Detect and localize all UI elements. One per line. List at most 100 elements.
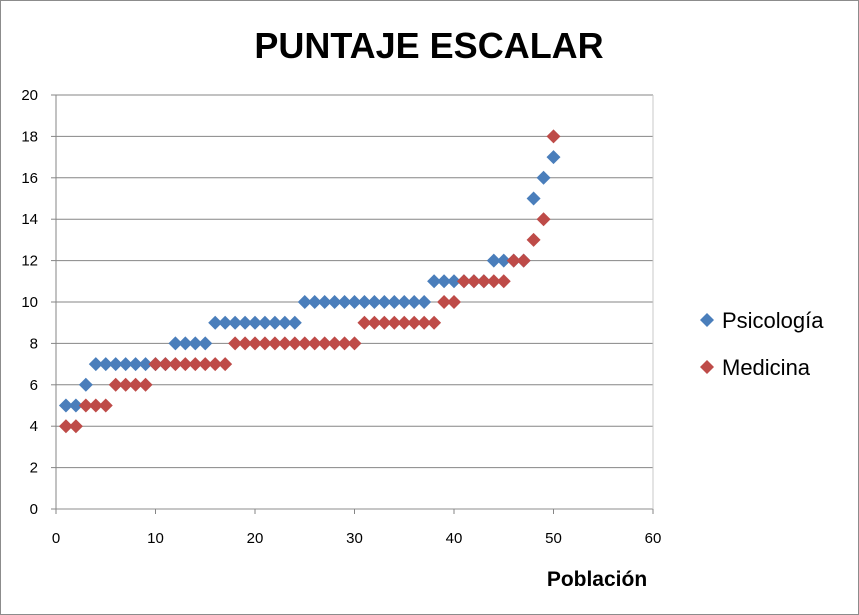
psicologia-point <box>208 315 223 330</box>
medicina-point <box>228 336 243 351</box>
psicologia-point <box>108 357 123 372</box>
psicologia-point <box>496 253 511 268</box>
medicina-point <box>58 419 73 434</box>
legend-label-medicina: Medicina <box>722 355 811 380</box>
medicina-point <box>367 315 382 330</box>
psicologia-point <box>287 315 302 330</box>
medicina-point <box>327 336 342 351</box>
medicina-point <box>248 336 262 351</box>
plot-area: 0 2 4 6 8 10 12 14 16 18 20 0 10 20 30 40 50 60 <box>21 87 661 547</box>
psicologia-point <box>536 170 551 185</box>
medicina-point <box>456 274 471 289</box>
medicina-point <box>536 212 551 227</box>
medicina-point <box>98 398 113 413</box>
psicologia-point <box>427 274 442 289</box>
psicologia-point <box>168 336 183 351</box>
y-tick-label: 2 <box>30 460 38 477</box>
x-tick-label: 0 <box>52 530 60 547</box>
legend-marker-psicologia <box>700 313 714 327</box>
medicina-point <box>516 253 531 268</box>
medicina-point <box>188 357 203 372</box>
medicina-point <box>377 315 392 330</box>
psicologia-point <box>58 398 73 413</box>
medicina-point <box>178 357 193 372</box>
medicina-point <box>387 315 402 330</box>
medicina-point <box>208 357 223 372</box>
legend-marker-medicina <box>700 360 714 374</box>
medicina-point <box>526 232 541 247</box>
psicologia-point <box>277 315 292 330</box>
medicina-point <box>417 315 432 330</box>
psicologia-point <box>128 357 143 372</box>
medicina-point <box>357 315 372 330</box>
legend: Psicología Medicina <box>700 308 824 380</box>
medicina-point <box>148 357 163 372</box>
psicologia-point <box>526 191 541 206</box>
y-tick-label: 0 <box>30 501 38 518</box>
x-tick-label: 20 <box>247 530 264 547</box>
medicina-point <box>496 274 511 289</box>
psicologia-point <box>218 315 233 330</box>
psicologia-point <box>198 336 213 351</box>
medicina-point <box>437 295 452 309</box>
x-tick-label: 10 <box>147 530 164 547</box>
medicina-point <box>267 336 282 351</box>
medicina-point <box>337 336 352 351</box>
chart-title: PUNTAJE ESCALAR <box>254 25 603 66</box>
psicologia-point <box>257 315 272 330</box>
psicologia-point <box>307 295 322 309</box>
psicologia-point <box>118 357 133 372</box>
medicina-point <box>297 336 312 351</box>
medicina-point <box>88 398 103 413</box>
y-tick-label: 6 <box>30 377 38 394</box>
psicologia-point <box>347 295 362 309</box>
medicina-point <box>427 315 442 330</box>
medicina-point <box>397 315 412 330</box>
psicologia-point <box>88 357 103 372</box>
medicina-point <box>466 274 481 289</box>
psicologia-point <box>357 295 372 309</box>
medicina-point <box>128 377 143 392</box>
medicina-point <box>238 336 253 351</box>
psicologia-point <box>98 357 113 372</box>
psicologia-point <box>228 315 243 330</box>
medicina-point <box>198 357 213 372</box>
y-tick-label: 8 <box>30 335 38 352</box>
psicologia-point <box>437 274 452 289</box>
medicina-point <box>277 336 292 351</box>
medicina-point <box>108 377 123 392</box>
medicina-point <box>218 357 233 372</box>
psicologia-point <box>248 315 262 330</box>
medicina-point <box>257 336 272 351</box>
y-tick-label: 4 <box>30 418 38 435</box>
medicina-point <box>407 315 422 330</box>
medicina-point <box>78 398 93 413</box>
psicologia-point <box>417 295 432 309</box>
psicologia-point <box>367 295 382 309</box>
y-tick-label: 16 <box>21 170 38 187</box>
psicologia-point <box>267 315 282 330</box>
medicina-point <box>158 357 173 372</box>
medicina-point <box>138 377 153 392</box>
psicologia-point <box>397 295 412 309</box>
medicina-point <box>486 274 501 289</box>
psicologia-point <box>387 295 402 309</box>
psicologia-point <box>317 295 332 309</box>
psicologia-point <box>546 150 561 165</box>
x-tick-label: 40 <box>446 530 463 547</box>
medicina-point <box>118 377 133 392</box>
psicologia-point <box>188 336 203 351</box>
psicologia-point <box>486 253 501 268</box>
y-tick-label: 14 <box>21 211 38 228</box>
medicina-point <box>307 336 322 351</box>
psicologia-point <box>407 295 422 309</box>
psicologia-point <box>327 295 342 309</box>
psicologia-point <box>78 377 93 392</box>
medicina-point <box>317 336 332 351</box>
x-axis-label: Población <box>547 568 647 591</box>
psicologia-point <box>337 295 352 309</box>
x-tick-label: 30 <box>346 530 363 547</box>
medicina-point <box>68 419 83 434</box>
